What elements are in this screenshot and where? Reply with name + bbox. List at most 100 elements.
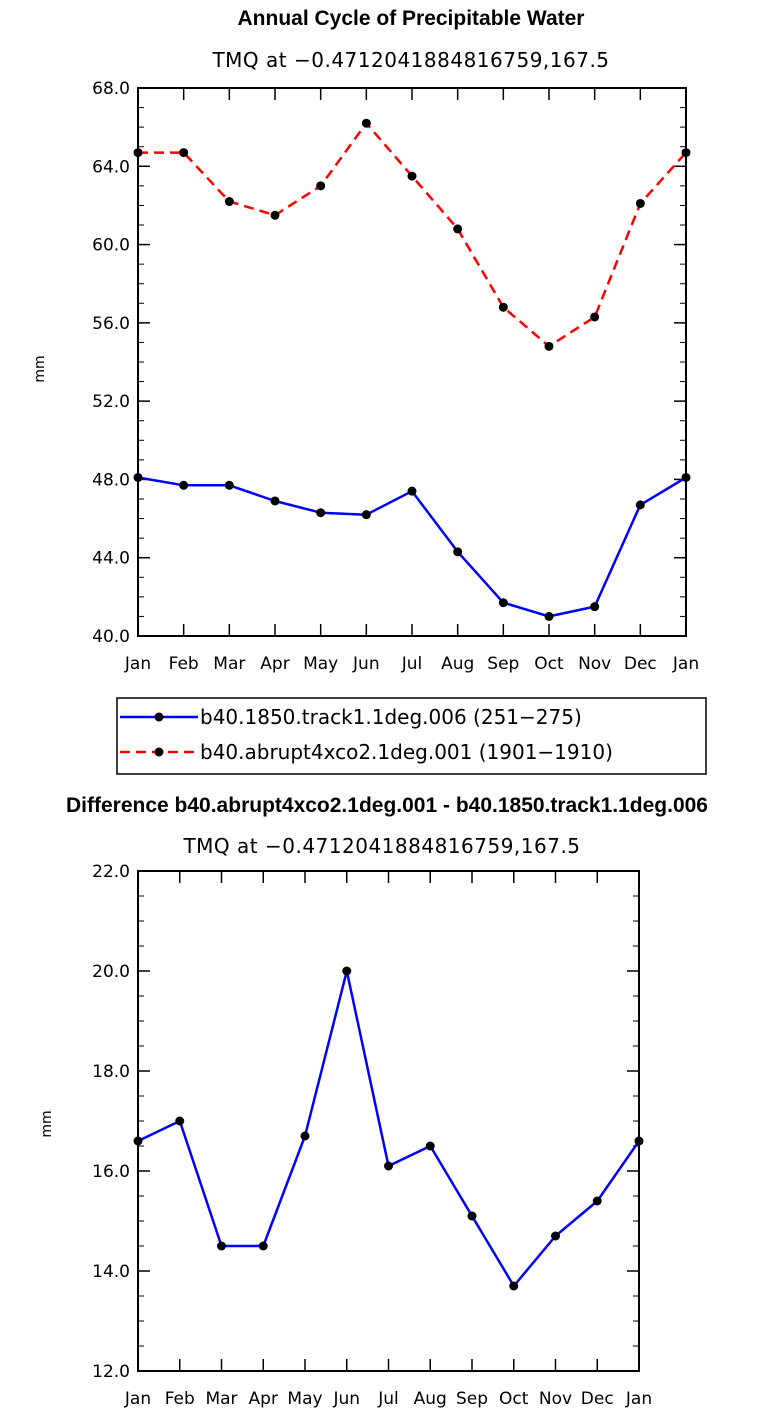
- chart2-series-1-line: [137, 969, 641, 1288]
- chart1-ylabel: mm: [32, 355, 48, 382]
- chart1-series-1-point: [179, 480, 189, 490]
- chart2-xtick-label: Mar: [205, 1389, 237, 1409]
- chart2-marks: [133, 966, 644, 1291]
- chart2-series-1-point: [551, 1231, 560, 1241]
- chart1-ytick-label: 40.0: [92, 627, 130, 647]
- chart2-series-1-point: [509, 1281, 519, 1291]
- chart2-series-1-point: [175, 1116, 185, 1126]
- chart1-series-2-point: [635, 198, 645, 208]
- chart1-xtick-label: Jan: [672, 654, 699, 674]
- chart1-series-2-point: [361, 118, 371, 128]
- chart1-xtick-label: Aug: [441, 654, 474, 674]
- chart2-xtick-label: Jul: [377, 1389, 399, 1409]
- chart1-series-2-point: [133, 148, 143, 158]
- chart2-ytick-label: 16.0: [92, 1162, 130, 1182]
- chart1-series-2-point: [407, 171, 417, 181]
- chart1-xtick-label: May: [303, 654, 338, 674]
- chart2-xtick-label: Nov: [539, 1389, 572, 1409]
- chart1-series-1-point: [453, 547, 463, 557]
- chart2-xtick-label: Jan: [124, 1389, 151, 1409]
- chart1-axes: 40.0 44.0 48.0 52.0 56.0 60.0 64.0 68.0 Jan Feb Ma…: [92, 79, 699, 674]
- chart2-series-1-point: [634, 1136, 644, 1146]
- chart1-xtick-label: Apr: [260, 654, 289, 674]
- chart1-ytick-label: 60.0: [92, 236, 130, 256]
- chart1-ytick-label: 68.0: [92, 79, 130, 99]
- chart1-series-1-line: [137, 476, 687, 618]
- chart1-series-1-point: [590, 602, 600, 612]
- legend-marker-series-2: [154, 747, 164, 757]
- chart2-series-1-point: [592, 1196, 602, 1206]
- chart2-ytick-label: 22.0: [92, 862, 130, 882]
- chart2-series-1-point: [384, 1161, 393, 1171]
- chart2-series-1-point: [467, 1211, 477, 1221]
- chart2-ytick-label: 18.0: [92, 1062, 130, 1082]
- chart1-xtick-label: Jul: [401, 654, 423, 674]
- chart1-series-2-point: [224, 197, 234, 207]
- chart1-series-1-point: [407, 486, 417, 496]
- chart2-ytick-label: 12.0: [92, 1362, 130, 1382]
- chart2-series-1-point: [258, 1241, 268, 1251]
- legend-marker-series-1: [154, 712, 164, 722]
- chart1-xtick-label: Dec: [624, 654, 657, 674]
- chart1-series-1-point: [498, 598, 508, 608]
- chart1-series-2-point: [498, 302, 508, 312]
- chart1-series-2-point: [590, 312, 600, 322]
- chart1-series-2-point: [316, 181, 326, 191]
- chart2-ylabel: mm: [39, 1110, 55, 1137]
- chart1-series-2-point: [544, 341, 554, 351]
- chart1-xtick-label: Feb: [169, 654, 199, 674]
- chart1-ytick-label: 56.0: [92, 314, 130, 334]
- chart1-ytick-label: 48.0: [92, 470, 130, 490]
- chart1-series-2-point: [270, 210, 280, 220]
- chart2-xtick-label: Sep: [456, 1389, 488, 1409]
- chart2-series-1-point: [300, 1131, 310, 1141]
- legend-label-series-1: b40.1850.track1.1deg.006 (251−275): [200, 705, 582, 729]
- chart2-xtick-label: Oct: [499, 1389, 529, 1409]
- chart1-series-1-point: [361, 510, 371, 520]
- chart1-series-2-point: [179, 148, 189, 158]
- chart1-series-2-point: [681, 148, 691, 158]
- chart2-xtick-label: Jan: [625, 1389, 652, 1409]
- chart1-marks: [133, 118, 691, 621]
- chart1-xtick-label: Jan: [124, 654, 151, 674]
- chart1-xtick-label: Sep: [487, 654, 519, 674]
- chart1-series-1-point: [133, 472, 143, 482]
- chart1-series-2-line: [138, 121, 687, 348]
- chart2-ytick-label: 20.0: [92, 962, 130, 982]
- legend-label-series-2: b40.abrupt4xco2.1deg.001 (1901−1910): [200, 740, 613, 764]
- chart1-xtick-label: Nov: [578, 654, 611, 674]
- chart1-series-1-point: [224, 480, 234, 490]
- chart2-series-1-point: [342, 966, 352, 976]
- legend-box: [116, 697, 707, 775]
- chart2-ytick-label: 14.0: [92, 1262, 130, 1282]
- chart1-title: Annual Cycle of Precipitable Water: [238, 7, 585, 30]
- chart1-ytick-label: 52.0: [92, 392, 130, 412]
- chart2-xtick-label: Dec: [581, 1389, 614, 1409]
- chart2-xtick-label: Apr: [249, 1389, 278, 1409]
- chart1-xtick-label: Oct: [534, 654, 564, 674]
- chart2-title: Difference b40.abrupt4xco2.1deg.001 - b4…: [66, 794, 708, 817]
- chart1-series-1-point: [544, 611, 554, 621]
- chart1-ytick-label: 44.0: [92, 549, 130, 569]
- chart2-subtitle: TMQ at −0.4712041884816759,167.5: [182, 834, 580, 858]
- chart1-xtick-label: Jun: [352, 654, 380, 674]
- chart1-series-1-point: [316, 508, 326, 518]
- chart1-ytick-label: 64.0: [92, 157, 130, 177]
- chart1-series-1-point: [635, 500, 645, 510]
- chart2-series-1-point: [217, 1241, 226, 1251]
- chart2-series-1-point: [133, 1136, 143, 1146]
- chart1-legend: b40.1850.track1.1deg.006 (251−275) b40.a…: [116, 697, 707, 775]
- chart2-xtick-label: Aug: [414, 1389, 447, 1409]
- chart2-series-1-point: [425, 1141, 435, 1151]
- chart2-xtick-label: May: [287, 1389, 322, 1409]
- chart1-plot-frame: [137, 87, 687, 637]
- chart1-series-1-point: [270, 496, 280, 506]
- chart1-subtitle: TMQ at −0.4712041884816759,167.5: [211, 48, 609, 72]
- chart1-series-1-point: [681, 472, 691, 482]
- chart1-xtick-label: Mar: [213, 654, 245, 674]
- chart2-xtick-label: Feb: [165, 1389, 195, 1409]
- chart2-plot-frame: [137, 870, 640, 1372]
- chart2-axes: 12.0 14.0 16.0 18.0 20.0 22.0 Jan Feb Mar Apr May J…: [92, 862, 652, 1409]
- chart2-xtick-label: Jun: [332, 1389, 360, 1409]
